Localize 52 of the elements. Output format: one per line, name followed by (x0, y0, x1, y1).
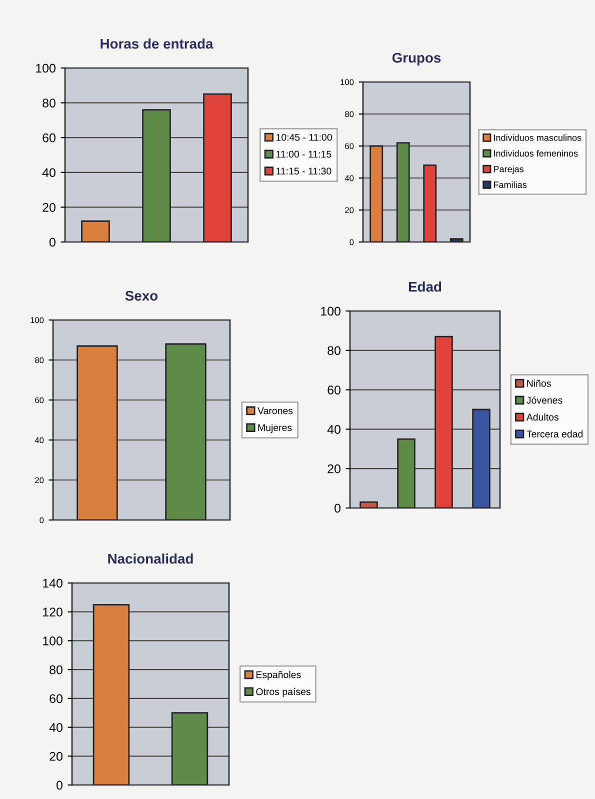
y-tick-label: 0 (40, 517, 44, 524)
y-tick-label: 20 (345, 207, 354, 214)
y-tick-label: 20 (42, 203, 56, 212)
legend-label: 11:00 - 11:15 (276, 150, 332, 158)
y-tick-label: 100 (321, 306, 340, 316)
y-tick-label: 80 (35, 357, 44, 364)
chart-title: Sexo (125, 290, 158, 301)
y-tick-label: 80 (328, 346, 340, 356)
y-tick-label: 20 (328, 464, 340, 474)
legend-label: 11:15 - 11:30 (276, 168, 332, 175)
legend-label: Individuos masculinos (494, 134, 582, 141)
y-tick-label: 0 (350, 239, 354, 246)
legend-label: Tercera edad (526, 430, 583, 438)
y-tick-label: 20 (50, 752, 62, 761)
y-tick-label: 40 (344, 175, 354, 182)
y-tick-label: 40 (42, 168, 56, 178)
legend-label: Otros países (256, 688, 310, 698)
chart-title: Nacionalidad (108, 553, 193, 564)
legend-label: Mujeres (258, 424, 292, 434)
y-tick-label: 100 (30, 317, 44, 324)
y-tick-label: 40 (327, 425, 340, 434)
y-tick-label: 100 (36, 64, 56, 73)
legend-label: Adultos (526, 413, 558, 421)
legend-label: Españoles (256, 671, 301, 680)
chart-title: Horas de entrada (100, 38, 214, 49)
y-tick-label: 60 (50, 694, 62, 704)
y-tick-label: 60 (42, 133, 56, 142)
legend-label: Jóvenes (526, 396, 562, 404)
y-tick-label: 0 (56, 780, 62, 790)
y-tick-label: 100 (43, 636, 62, 646)
legend-label: Parejas (494, 166, 524, 174)
y-tick-label: 60 (35, 397, 44, 404)
legend-label: Individuos femeninos (494, 150, 578, 157)
y-tick-label: 0 (50, 238, 56, 247)
y-tick-label: 0 (334, 504, 340, 513)
y-tick-label: 40 (34, 437, 44, 444)
chart-title: Edad (408, 281, 442, 292)
y-tick-label: 80 (345, 111, 354, 118)
y-tick-label: 60 (345, 143, 354, 150)
chart-title: Grupos (392, 52, 441, 66)
y-tick-label: 20 (35, 477, 44, 484)
y-tick-label: 100 (340, 79, 354, 86)
y-tick-label: 60 (328, 386, 340, 394)
y-tick-label: 80 (42, 98, 56, 108)
legend-label: 10:45 - 11:00 (276, 134, 332, 141)
legend-label: Familias (494, 181, 527, 188)
y-tick-label: 80 (50, 665, 62, 674)
y-tick-label: 140 (43, 578, 62, 588)
y-tick-label: 40 (49, 723, 62, 732)
legend-label: Varones (258, 407, 293, 414)
legend-label: Niños (527, 380, 551, 387)
y-tick-label: 120 (43, 608, 62, 617)
